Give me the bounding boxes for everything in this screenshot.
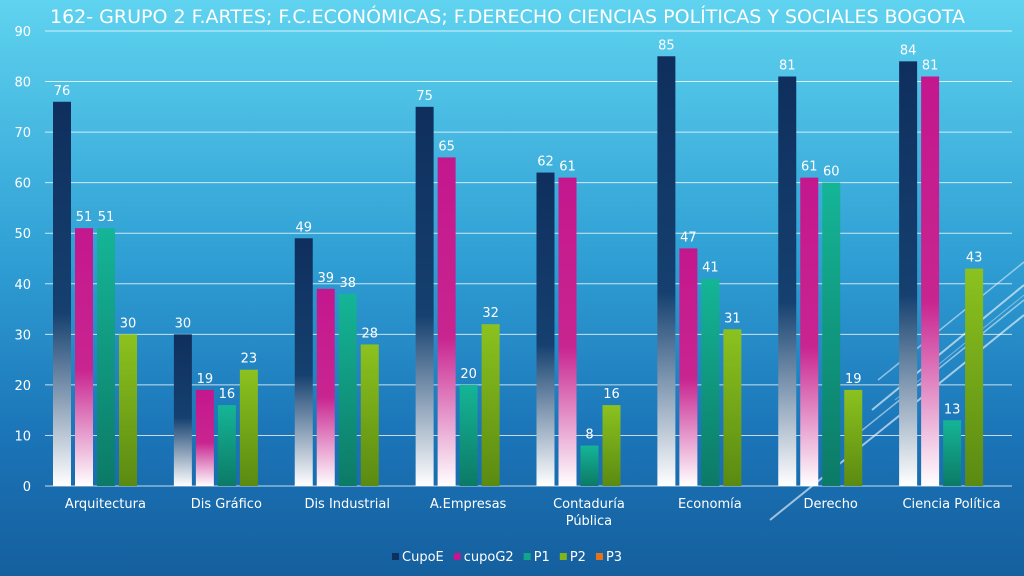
bar-cupog2-6: [800, 178, 818, 486]
bar-p1-2: [339, 294, 357, 486]
data-label: 30: [175, 316, 192, 331]
data-label: 81: [779, 59, 796, 74]
bar-p2-2: [361, 344, 379, 486]
y-tick-label: 40: [14, 278, 31, 293]
bar-cupoe-0: [53, 102, 71, 486]
bar-p2-1: [240, 370, 258, 486]
data-label: 19: [197, 372, 214, 387]
legend-label-cupog2: cupoG2: [464, 550, 514, 565]
y-tick-label: 60: [14, 177, 31, 192]
data-label: 8: [585, 428, 593, 443]
y-tick-label: 30: [14, 328, 31, 343]
data-label: 51: [98, 210, 115, 225]
bar-cupog2-3: [438, 157, 456, 486]
bar-cupog2-2: [317, 289, 335, 486]
bar-cupog2-7: [921, 77, 939, 487]
legend-swatch-cupog2: [454, 553, 461, 560]
legend-swatch-p2: [560, 553, 567, 560]
data-label: 76: [54, 84, 71, 99]
bar-p2-3: [482, 324, 500, 486]
legend-label-p2: P2: [570, 550, 586, 565]
x-tick-label: Ciencia Política: [902, 497, 1000, 512]
bar-cupoe-4: [537, 173, 555, 486]
legend-label-p1: P1: [534, 550, 550, 565]
legend-label-cupoe: CupoE: [402, 550, 444, 565]
data-label: 47: [680, 230, 697, 245]
data-label: 41: [702, 261, 719, 276]
y-axis: 0 10 20 30 40 50 60 70 80 90: [14, 25, 31, 495]
bar-p1-5: [701, 279, 719, 486]
legend-swatch-p1: [524, 553, 531, 560]
data-label: 31: [724, 311, 741, 326]
bar-cupoe-1: [174, 334, 192, 486]
bar-cupog2-1: [196, 390, 214, 486]
data-label: 28: [361, 326, 378, 341]
x-tick-label: Derecho: [803, 497, 857, 512]
data-label: 51: [76, 210, 93, 225]
legend-swatch-cupoe: [392, 553, 399, 560]
bar-cupoe-2: [295, 238, 313, 486]
y-tick-label: 20: [14, 379, 31, 394]
y-tick-label: 10: [14, 429, 31, 444]
data-label: 85: [658, 38, 675, 53]
bar-p2-6: [844, 390, 862, 486]
data-label: 32: [482, 306, 499, 321]
data-label: 16: [603, 387, 620, 402]
x-axis: Arquitectura Dis Gráfico Dis Industrial A.E…: [65, 497, 1001, 529]
data-label: 81: [922, 59, 939, 74]
legend-swatch-p3: [596, 553, 603, 560]
data-label: 61: [801, 160, 818, 175]
data-label: 65: [438, 139, 455, 154]
chart-title: 162- GRUPO 2 F.ARTES; F.C.ECONÓMICAS; F.…: [50, 4, 965, 28]
bar-cupog2-4: [559, 178, 577, 486]
x-tick-label: Contaduría Pública: [553, 497, 625, 529]
bar-p1-7: [943, 420, 961, 486]
bar-p1-3: [460, 385, 478, 486]
y-tick-label: 50: [14, 227, 31, 242]
x-tick-label: Dis Industrial: [304, 497, 390, 512]
bar-cupog2-0: [75, 228, 93, 486]
bar-cupog2-5: [679, 248, 697, 486]
data-label: 38: [339, 276, 356, 291]
data-label: 43: [966, 251, 983, 266]
bar-p2-5: [723, 329, 741, 486]
bar-p1-6: [822, 183, 840, 486]
data-label: 60: [823, 165, 840, 180]
bar-p1-1: [218, 405, 236, 486]
data-label: 61: [559, 160, 576, 175]
x-tick-label: Economía: [678, 497, 742, 512]
bar-p2-4: [603, 405, 621, 486]
data-label: 75: [416, 89, 433, 104]
bar-p2-7: [965, 269, 983, 486]
data-label: 20: [460, 367, 477, 382]
bars-layer: [53, 56, 983, 486]
bar-cupoe-6: [778, 77, 796, 487]
bar-p1-0: [97, 228, 115, 486]
bar-cupoe-5: [657, 56, 675, 486]
y-tick-label: 70: [14, 126, 31, 141]
y-tick-label: 0: [23, 480, 31, 495]
y-tick-label: 80: [14, 76, 31, 91]
bar-p1-4: [581, 446, 599, 486]
data-label: 30: [120, 316, 137, 331]
x-tick-label: Arquitectura: [65, 497, 146, 512]
data-label: 39: [317, 271, 334, 286]
data-label: 19: [845, 372, 862, 387]
data-label: 23: [241, 352, 258, 367]
bar-p2-0: [119, 334, 137, 486]
x-tick-label: Dis Gráfico: [191, 497, 262, 512]
data-label: 13: [944, 402, 961, 417]
bar-chart: 162- GRUPO 2 F.ARTES; F.C.ECONÓMICAS; F.…: [0, 0, 1024, 576]
legend: CupoE cupoG2 P1 P2 P3: [392, 550, 622, 565]
y-tick-label: 90: [14, 25, 31, 40]
data-label: 84: [900, 43, 917, 58]
data-labels-layer: 76 51 51 30 30 19 16 23 49 39 38 28 75 65 20 32 62 61 8 16 8…: [54, 38, 983, 442]
bar-cupoe-7: [899, 61, 917, 486]
legend-label-p3: P3: [606, 550, 622, 565]
data-label: 16: [219, 387, 236, 402]
x-tick-label: A.Empresas: [430, 497, 507, 512]
data-label: 49: [295, 220, 312, 235]
data-label: 62: [537, 155, 554, 170]
bar-cupoe-3: [416, 107, 434, 486]
